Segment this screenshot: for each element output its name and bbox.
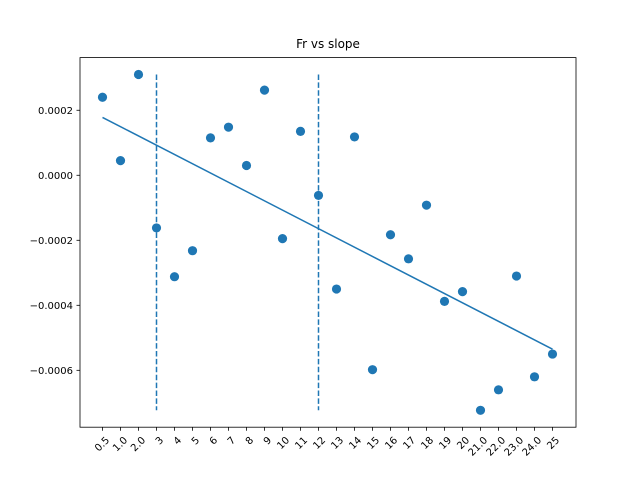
data-point-13 (313, 190, 324, 201)
data-point-1 (97, 92, 108, 102)
data-point-6 (187, 246, 198, 256)
data-point-19 (421, 200, 432, 210)
data-point-14 (331, 284, 342, 294)
data-point-24 (511, 271, 522, 281)
data-point-8 (223, 122, 234, 132)
data-point-3 (133, 69, 144, 80)
x-tick-label: 21.0 (467, 435, 491, 459)
x-tick-label: 18 (419, 435, 436, 452)
x-tick-label: 15 (365, 435, 382, 452)
axes-frame (79, 57, 577, 428)
data-point-12 (295, 126, 306, 136)
data-point-23 (493, 385, 504, 395)
data-point-20 (439, 296, 450, 306)
y-tick-label: 0.0000 (38, 171, 73, 182)
data-point-26 (547, 349, 558, 359)
y-tick-label: −0.0004 (30, 301, 73, 312)
y-tick-label: 0.0002 (38, 106, 73, 117)
x-tick-label: 19 (437, 435, 454, 452)
x-tick-label: 24.0 (521, 435, 545, 459)
x-tick-label: 6 (208, 435, 220, 447)
x-tick-label: 0.5 (93, 435, 112, 454)
reference-lines (155, 74, 320, 411)
x-tick-label: 25 (545, 435, 562, 452)
data-point-17 (385, 230, 396, 240)
x-tick-label: 8 (244, 435, 256, 447)
data-point-7 (205, 133, 216, 143)
x-tick-label: 3 (154, 435, 166, 447)
x-tick-label: 14 (347, 435, 364, 452)
data-points (97, 69, 558, 415)
x-tick-label: 10 (275, 435, 292, 452)
data-point-18 (403, 254, 414, 264)
y-tick-label: −0.0002 (30, 236, 73, 247)
x-tick-label: 9 (262, 435, 274, 447)
chart-title: Fr vs slope (296, 37, 360, 51)
x-tick-label: 7 (226, 435, 238, 447)
x-tick-label: 2.0 (129, 435, 148, 454)
data-point-16 (367, 365, 378, 375)
trend-line (102, 116, 553, 350)
data-point-5 (169, 272, 180, 282)
x-tick-label: 1.0 (111, 435, 130, 454)
y-axis: 0.0002 0.0000 −0.0002 −0.0004 −0.0006 (30, 106, 80, 377)
x-tick-label: 22.0 (485, 435, 509, 459)
data-point-4 (151, 223, 162, 233)
x-tick-label: 4 (172, 435, 184, 447)
y-tick-label: −0.0006 (30, 366, 73, 377)
data-point-15 (349, 132, 360, 142)
trend-line-group (102, 116, 553, 350)
data-point-9 (241, 160, 252, 171)
data-point-10 (259, 85, 270, 95)
x-tick-label: 5 (190, 435, 202, 447)
data-point-2 (115, 156, 126, 166)
x-tick-label: 12 (311, 435, 328, 452)
x-tick-label: 17 (401, 435, 418, 452)
x-tick-label: 11 (293, 435, 310, 452)
data-point-22 (475, 405, 486, 415)
x-tick-label: 16 (383, 435, 400, 452)
x-tick-label: 13 (329, 435, 346, 452)
data-point-21 (457, 287, 468, 297)
data-point-11 (277, 234, 288, 244)
x-axis: 0.51.02.0 3 4 5 6 7 8 9 10 11 12 13 14 15 16 17 18 19 2021… (93, 427, 562, 459)
x-tick-label: 23.0 (503, 435, 527, 459)
data-point-25 (529, 372, 540, 382)
